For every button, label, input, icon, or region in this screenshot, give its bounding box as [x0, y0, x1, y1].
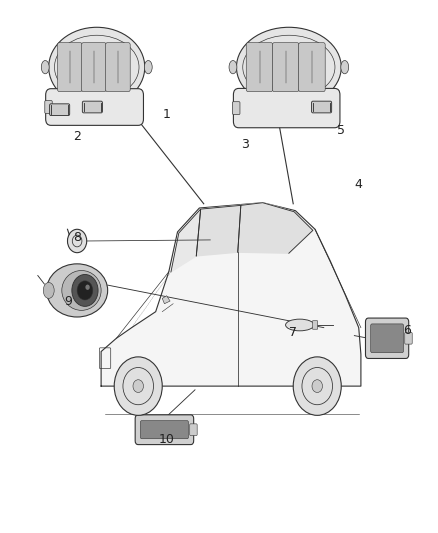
- Ellipse shape: [49, 27, 145, 107]
- Polygon shape: [238, 203, 313, 253]
- Text: 2: 2: [73, 130, 81, 143]
- FancyBboxPatch shape: [81, 43, 106, 92]
- FancyBboxPatch shape: [233, 102, 240, 115]
- FancyBboxPatch shape: [57, 43, 82, 92]
- Text: 3: 3: [241, 138, 249, 151]
- Text: 6: 6: [403, 324, 411, 337]
- Ellipse shape: [286, 319, 314, 331]
- FancyBboxPatch shape: [405, 333, 412, 344]
- Text: 4: 4: [355, 177, 363, 191]
- FancyBboxPatch shape: [371, 324, 403, 353]
- FancyBboxPatch shape: [45, 101, 52, 114]
- FancyBboxPatch shape: [311, 101, 332, 113]
- Circle shape: [72, 274, 98, 306]
- Circle shape: [67, 229, 87, 253]
- Ellipse shape: [46, 264, 108, 317]
- FancyBboxPatch shape: [246, 43, 273, 92]
- FancyBboxPatch shape: [299, 43, 325, 92]
- FancyBboxPatch shape: [141, 421, 188, 439]
- Text: 1: 1: [162, 109, 170, 122]
- FancyBboxPatch shape: [365, 318, 409, 359]
- Polygon shape: [101, 203, 361, 386]
- Circle shape: [293, 357, 341, 415]
- Circle shape: [85, 285, 90, 290]
- Text: 9: 9: [64, 295, 72, 308]
- Circle shape: [312, 379, 322, 392]
- Circle shape: [114, 357, 162, 415]
- Polygon shape: [162, 296, 170, 304]
- Circle shape: [133, 379, 144, 392]
- Ellipse shape: [62, 270, 101, 310]
- Text: 5: 5: [337, 124, 345, 138]
- Text: 7: 7: [289, 326, 297, 340]
- Ellipse shape: [145, 61, 152, 74]
- FancyBboxPatch shape: [106, 43, 130, 92]
- FancyBboxPatch shape: [190, 424, 197, 435]
- Ellipse shape: [237, 27, 341, 107]
- FancyBboxPatch shape: [272, 43, 299, 92]
- Ellipse shape: [341, 61, 349, 74]
- FancyBboxPatch shape: [49, 104, 70, 116]
- FancyBboxPatch shape: [46, 88, 144, 125]
- Ellipse shape: [229, 61, 237, 74]
- Polygon shape: [196, 205, 241, 256]
- Ellipse shape: [43, 282, 54, 298]
- Text: 10: 10: [159, 433, 175, 446]
- Circle shape: [77, 281, 93, 300]
- Ellipse shape: [41, 61, 49, 74]
- FancyBboxPatch shape: [82, 101, 102, 113]
- FancyBboxPatch shape: [135, 415, 194, 445]
- Polygon shape: [171, 209, 201, 272]
- Text: 8: 8: [73, 231, 81, 244]
- FancyBboxPatch shape: [233, 88, 340, 128]
- FancyBboxPatch shape: [312, 321, 318, 329]
